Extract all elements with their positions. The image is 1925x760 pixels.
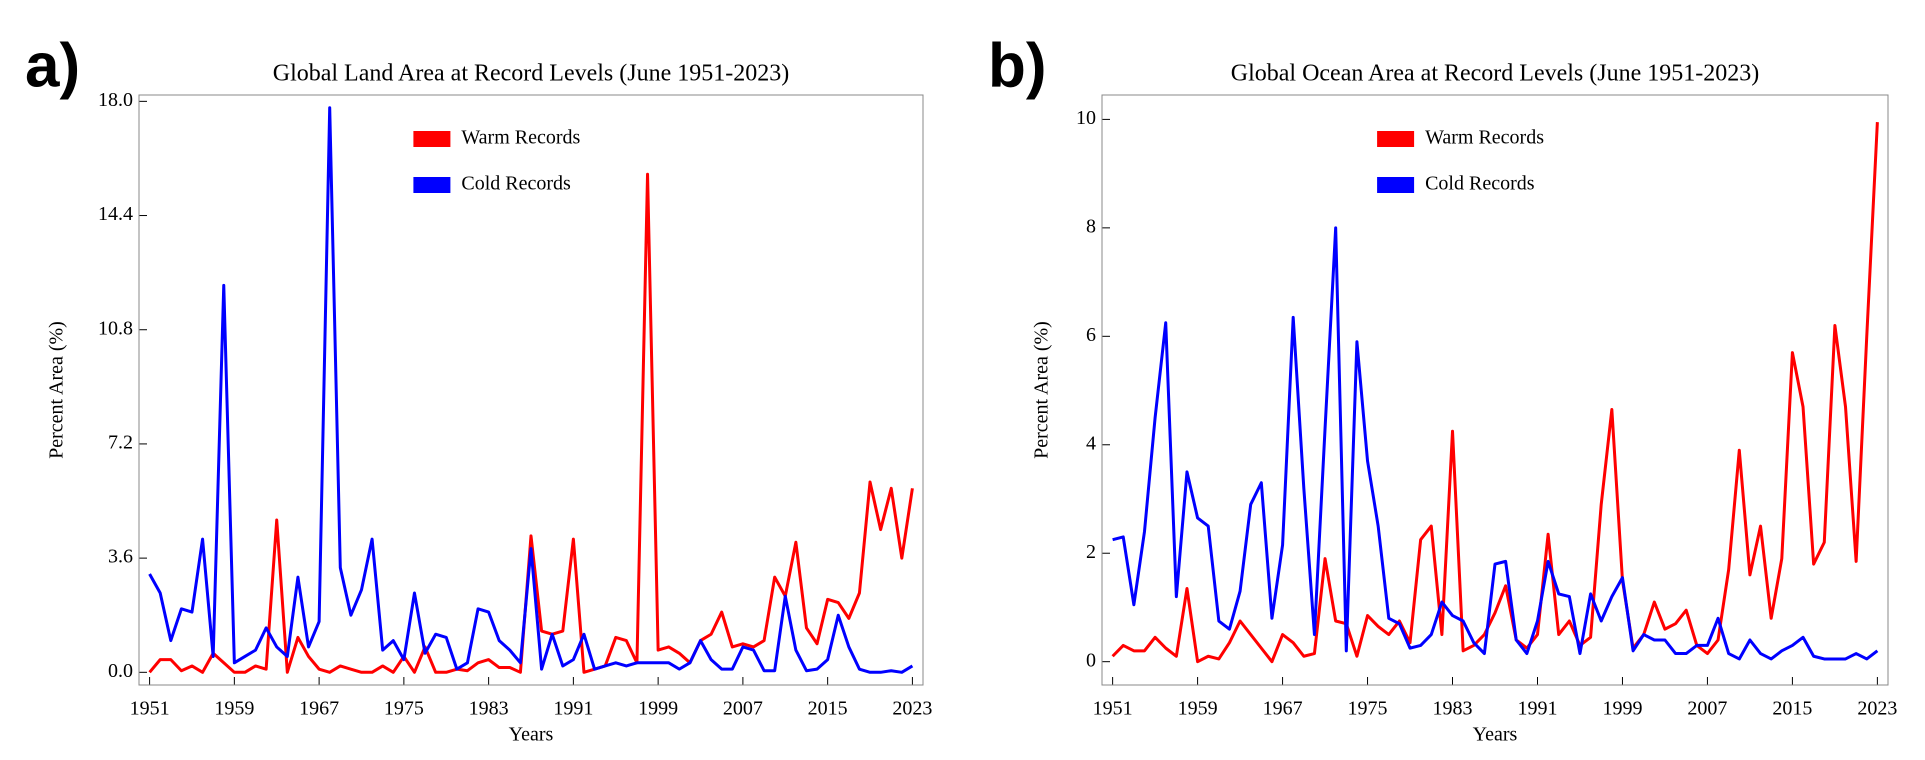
y-tick-label: 0.0 bbox=[108, 660, 133, 682]
plot-frame bbox=[138, 94, 924, 686]
data-line bbox=[1111, 122, 1879, 664]
x-tick-label: 1959 bbox=[1178, 698, 1218, 720]
chart-title: Global Ocean Area at Record Levels (June… bbox=[1231, 61, 1759, 87]
legend-swatch bbox=[1377, 177, 1415, 193]
y-tick-label: 8 bbox=[1086, 215, 1096, 237]
y-axis-label: Percent Area (%) bbox=[46, 321, 68, 459]
y-tick-label: 14.4 bbox=[98, 203, 133, 225]
x-tick-label: 1983 bbox=[469, 698, 509, 720]
x-tick-label: 2023 bbox=[1857, 698, 1897, 720]
y-tick-label: 10 bbox=[1076, 107, 1096, 129]
plot-frame bbox=[1101, 94, 1889, 686]
x-axis-label: Years bbox=[1473, 724, 1518, 746]
data-line bbox=[148, 106, 914, 674]
x-tick-label: 1951 bbox=[130, 698, 170, 720]
x-tick-label: 1975 bbox=[384, 698, 424, 720]
x-tick-label: 1999 bbox=[638, 698, 678, 720]
panel-label: b) bbox=[988, 31, 1047, 100]
chart-title: Global Land Area at Record Levels (June … bbox=[273, 61, 790, 87]
legend-label: Cold Records bbox=[461, 173, 571, 195]
x-tick-label: 1967 bbox=[299, 698, 339, 720]
y-tick-label: 18.0 bbox=[98, 89, 133, 111]
data-line bbox=[1112, 226, 1879, 661]
y-tick-label: 0 bbox=[1086, 649, 1096, 671]
x-tick-label: 2015 bbox=[808, 698, 848, 720]
y-tick-label: 3.6 bbox=[108, 546, 133, 568]
panel-label: a) bbox=[25, 31, 80, 100]
x-tick-label: 2023 bbox=[892, 698, 932, 720]
x-tick-label: 1959 bbox=[214, 698, 254, 720]
x-tick-label: 1983 bbox=[1433, 698, 1473, 720]
y-tick-label: 2 bbox=[1086, 541, 1096, 563]
x-tick-label: 1951 bbox=[1093, 698, 1133, 720]
legend-label: Cold Records bbox=[1425, 173, 1535, 195]
legend-swatch bbox=[413, 177, 451, 193]
x-tick-label: 1967 bbox=[1263, 698, 1303, 720]
y-tick-label: 10.8 bbox=[98, 317, 133, 339]
x-axis-label: Years bbox=[509, 724, 554, 746]
x-tick-label: 1991 bbox=[1517, 698, 1557, 720]
y-tick-label: 7.2 bbox=[108, 432, 133, 454]
y-tick-label: 4 bbox=[1086, 432, 1096, 454]
y-axis-label: Percent Area (%) bbox=[1031, 321, 1053, 459]
y-tick-label: 6 bbox=[1086, 324, 1096, 346]
legend-label: Warm Records bbox=[461, 127, 580, 149]
x-tick-label: 1975 bbox=[1348, 698, 1388, 720]
legend-label: Warm Records bbox=[1425, 127, 1544, 149]
legend-swatch bbox=[413, 131, 451, 147]
data-line bbox=[148, 172, 914, 674]
x-tick-label: 2007 bbox=[723, 698, 763, 720]
x-tick-label: 2015 bbox=[1772, 698, 1812, 720]
x-tick-label: 2007 bbox=[1687, 698, 1727, 720]
x-tick-label: 1991 bbox=[553, 698, 593, 720]
x-tick-label: 1999 bbox=[1602, 698, 1642, 720]
legend-swatch bbox=[1377, 131, 1415, 147]
